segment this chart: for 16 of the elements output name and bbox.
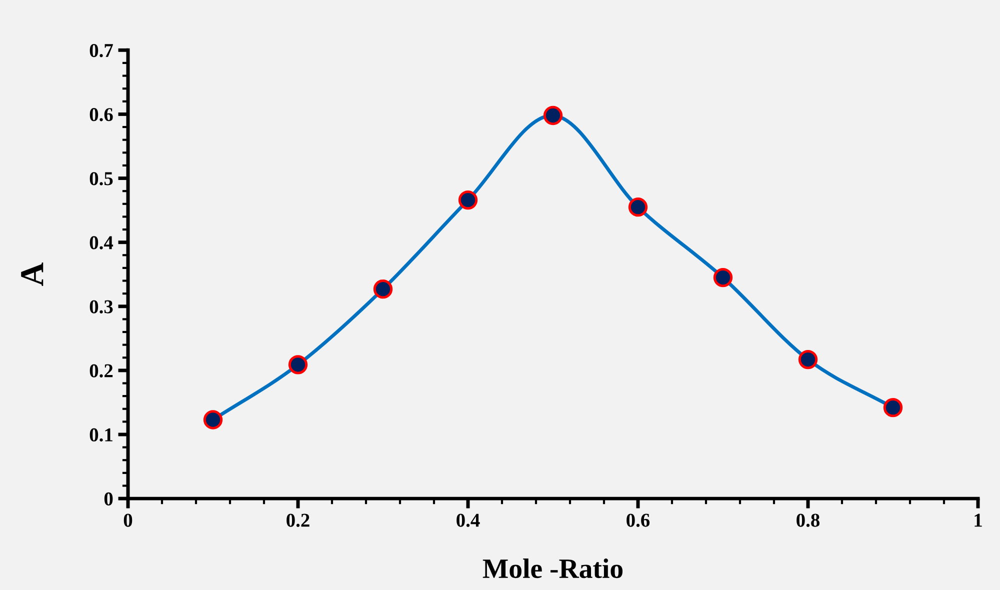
x-tick-label: 0.6 [626, 514, 650, 527]
y-tick-label: 0.2 [90, 364, 113, 378]
y-tick-label: 0.4 [90, 236, 114, 250]
y-tick-label: 0.5 [90, 172, 113, 186]
y-axis-title: A [21, 262, 44, 286]
x-tick-label: 0.8 [796, 514, 820, 527]
x-tick-label: 0 [124, 514, 132, 527]
y-tick-label: 0 [104, 492, 113, 506]
y-tick-label: 0.6 [90, 108, 113, 122]
y-tick-label: 0.3 [90, 300, 113, 314]
x-tick-label: 0.2 [286, 514, 310, 527]
x-axis-title: Mole -Ratio [482, 558, 623, 578]
y-tick-label: 0.7 [90, 44, 113, 58]
x-tick-label: 1 [974, 514, 982, 527]
x-tick-label: 0.4 [456, 514, 480, 527]
y-tick-label: 0.1 [90, 428, 112, 442]
